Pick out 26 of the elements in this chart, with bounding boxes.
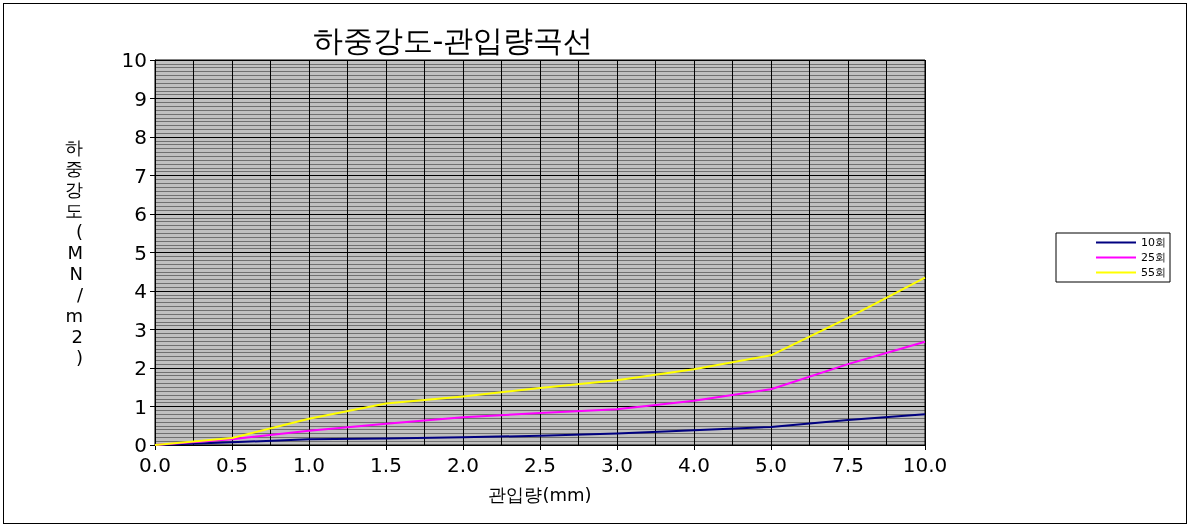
y-tick-label: 4 [134, 279, 147, 303]
x-tick-label: 1.0 [293, 453, 325, 477]
x-tick-label: 10.0 [902, 453, 948, 477]
x-tick-label: 4.0 [678, 453, 710, 477]
x-tick-label: 1.5 [370, 453, 402, 477]
x-tick-label: 2.0 [447, 453, 479, 477]
y-tick-label: 1 [134, 394, 147, 419]
x-tick-label: 5.0 [755, 453, 787, 477]
x-tick-label: 0.5 [216, 453, 248, 477]
y-tick-label: 7 [134, 163, 147, 188]
y-tick-label: 2 [134, 356, 147, 380]
y-tick-label: 8 [134, 125, 147, 149]
legend-label: 55회 [1141, 266, 1166, 279]
x-tick-label: 3.0 [601, 453, 633, 477]
x-axis-title: 관입량(mm) [488, 483, 592, 505]
text: 하중강도(MN/m2) [65, 137, 83, 368]
y-tick-label: 3 [134, 317, 147, 342]
legend-label: 10회 [1141, 236, 1166, 249]
y-tick-label: 9 [134, 86, 147, 111]
y-tick-label: 5 [134, 240, 147, 265]
legend-label: 25회 [1141, 251, 1166, 264]
chart-title: 하중강도-관입량곡선 [312, 22, 594, 58]
x-tick-label: 7.5 [832, 453, 864, 477]
y-tick-label: 6 [134, 202, 147, 226]
x-tick-label: 2.5 [524, 453, 556, 477]
y-tick-label: 10 [121, 48, 147, 72]
